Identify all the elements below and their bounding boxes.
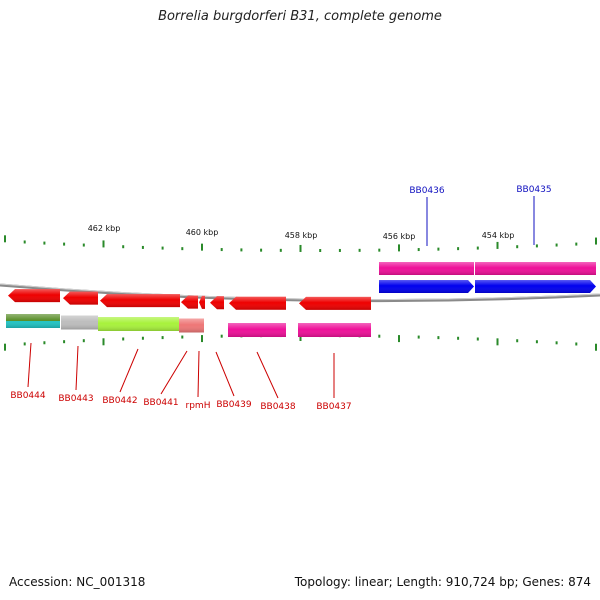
ruler-tick	[260, 248, 263, 252]
ruler-tick	[63, 242, 66, 246]
gene-label[interactable]: BB0436	[409, 186, 445, 196]
gene-bb0444[interactable]	[6, 289, 60, 328]
ruler-tick	[122, 245, 125, 249]
ruler-tick	[161, 336, 164, 340]
gene-label-leader	[197, 350, 200, 398]
gene-label-leader	[160, 350, 188, 395]
map-title: Borrelia burgdorferi B31, complete genom…	[158, 9, 442, 24]
ruler-tick	[201, 335, 203, 343]
ruler-tick	[82, 243, 85, 247]
ruler-tick	[595, 237, 597, 245]
ruler-tick	[457, 336, 460, 340]
accession-label: Accession: NC_001318	[9, 575, 146, 589]
ruler-tick	[535, 244, 538, 248]
ruler-tick	[161, 246, 164, 250]
ruler-tick	[141, 245, 144, 249]
gene-label[interactable]: BB0437	[316, 402, 351, 412]
ruler-tick	[338, 248, 341, 252]
ruler-tick	[63, 340, 66, 344]
genome-backbone	[0, 283, 600, 303]
gene-label[interactable]: BB0435	[516, 185, 551, 195]
ruler-tick	[516, 245, 519, 249]
ruler-tick	[575, 242, 578, 246]
ruler-tick	[240, 248, 243, 252]
ruler-tick	[102, 338, 105, 346]
gene-label[interactable]: BB0438	[260, 402, 296, 412]
ruler-tick	[476, 337, 479, 341]
gene-label-leader	[256, 351, 279, 399]
gene-label-leader	[119, 348, 139, 393]
ruler-tick	[102, 240, 105, 248]
ruler-tick	[398, 244, 400, 252]
ruler-tick	[437, 336, 440, 340]
ruler-tick	[319, 249, 322, 252]
gene-label[interactable]: BB0439	[216, 400, 252, 410]
ruler-tick	[417, 248, 420, 252]
gene-label-leader	[27, 342, 32, 388]
gene-bb0439[interactable]	[210, 296, 224, 310]
ruler-tick	[220, 248, 223, 252]
gene-label[interactable]: BB0442	[102, 396, 137, 406]
ruler-tick	[496, 241, 499, 249]
ruler-tick	[201, 243, 203, 251]
ruler-tick	[181, 247, 184, 251]
ruler-label: 462 kbp	[88, 224, 121, 233]
gene-bb0437[interactable]	[298, 296, 371, 337]
ruler-label: 458 kbp	[285, 231, 318, 240]
ruler-tick	[575, 342, 578, 346]
ruler-tick	[43, 341, 46, 345]
ruler-tick	[181, 335, 184, 339]
ruler-tick	[43, 241, 46, 245]
ruler-tick	[555, 243, 558, 247]
ruler-tick	[496, 338, 499, 346]
ruler-label: 456 kbp	[383, 232, 416, 241]
gene-label[interactable]: rpmH	[186, 401, 211, 411]
ruler-tick	[82, 339, 85, 343]
ruler-tick	[378, 334, 381, 338]
ruler-tick	[23, 342, 26, 346]
gene-bb0441[interactable]	[179, 295, 204, 333]
ruler-tick	[398, 335, 400, 343]
ruler-tick	[457, 247, 460, 251]
gene-bb0436[interactable]	[379, 262, 474, 293]
gene-label[interactable]: BB0443	[58, 394, 93, 404]
ruler-tick	[279, 248, 282, 252]
ruler-tick	[141, 336, 144, 340]
gene-label[interactable]: BB0441	[143, 398, 178, 408]
ruler-tick	[516, 339, 519, 343]
gene-bb0442[interactable]	[98, 294, 180, 331]
gene-label[interactable]: BB0444	[10, 391, 46, 401]
gene-bb0435[interactable]	[475, 262, 596, 293]
gene-bb0438[interactable]	[228, 296, 286, 337]
gene-label-leader	[75, 345, 79, 391]
gene-bb0443[interactable]	[61, 291, 98, 330]
ruler-label: 460 kbp	[186, 228, 219, 237]
ruler-tick	[220, 334, 223, 338]
ruler-tick	[378, 248, 381, 252]
ruler-tick	[299, 334, 302, 342]
ruler-tick	[476, 246, 479, 250]
gene-label-leader	[215, 351, 235, 397]
genome-summary-label: Topology: linear; Length: 910,724 bp; Ge…	[294, 575, 591, 589]
ruler-label: 454 kbp	[482, 231, 515, 240]
ruler-tick	[299, 244, 302, 252]
ruler-tick	[122, 337, 125, 341]
ruler-tick	[437, 247, 440, 251]
ruler-tick	[4, 343, 6, 351]
ruler-tick	[595, 343, 597, 351]
ruler-tick	[535, 340, 538, 344]
ruler-tick	[417, 335, 420, 339]
ruler-tick	[358, 248, 361, 252]
gene-rpmh[interactable]	[199, 295, 205, 309]
ruler-tick	[4, 235, 6, 243]
ruler-tick	[555, 341, 558, 345]
ruler-tick	[23, 240, 26, 244]
